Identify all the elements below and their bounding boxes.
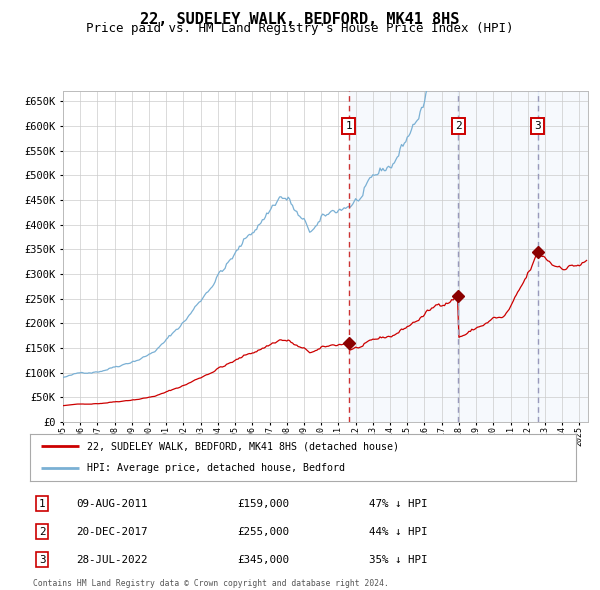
Text: Price paid vs. HM Land Registry's House Price Index (HPI): Price paid vs. HM Land Registry's House … [86,22,514,35]
Text: 1: 1 [39,499,45,509]
Bar [458,91,538,422]
Text: 47% ↓ HPI: 47% ↓ HPI [368,499,427,509]
Text: 28-JUL-2022: 28-JUL-2022 [76,555,148,565]
Text: Contains HM Land Registry data © Crown copyright and database right 2024.
This d: Contains HM Land Registry data © Crown c… [33,579,389,590]
Text: 22, SUDELEY WALK, BEDFORD, MK41 8HS: 22, SUDELEY WALK, BEDFORD, MK41 8HS [140,12,460,27]
Text: 2: 2 [455,121,461,131]
Text: 20-DEC-2017: 20-DEC-2017 [76,527,148,536]
Text: 3: 3 [39,555,45,565]
Text: 3: 3 [534,121,541,131]
Text: £255,000: £255,000 [238,527,289,536]
Bar [538,91,588,422]
Bar [349,91,458,422]
Text: £159,000: £159,000 [238,499,289,509]
Text: 35% ↓ HPI: 35% ↓ HPI [368,555,427,565]
Text: 22, SUDELEY WALK, BEDFORD, MK41 8HS (detached house): 22, SUDELEY WALK, BEDFORD, MK41 8HS (det… [88,441,400,451]
Text: 09-AUG-2011: 09-AUG-2011 [76,499,148,509]
Text: 2: 2 [39,527,45,536]
Text: £345,000: £345,000 [238,555,289,565]
Text: 1: 1 [346,121,352,131]
Text: HPI: Average price, detached house, Bedford: HPI: Average price, detached house, Bedf… [88,463,346,473]
Text: 44% ↓ HPI: 44% ↓ HPI [368,527,427,536]
